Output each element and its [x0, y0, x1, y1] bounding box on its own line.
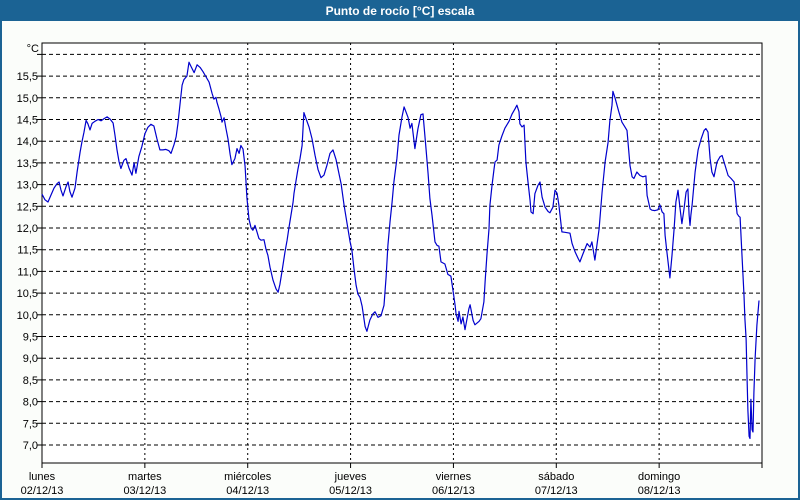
x-day-name-label: martes: [128, 471, 162, 483]
window-title: Punto de rocío [°C] escala: [325, 4, 475, 18]
y-tick-label: 12,0: [17, 223, 38, 235]
y-tick-label: 10,0: [17, 310, 38, 322]
window-title-bar: Punto de rocío [°C] escala: [2, 2, 798, 21]
y-tick-label: 8,5: [23, 375, 38, 387]
y-tick-label: 10,5: [17, 288, 38, 300]
y-tick-label: 14,5: [17, 115, 38, 127]
y-tick-label: 11,0: [17, 266, 38, 278]
x-day-name-label: miércoles: [224, 471, 272, 483]
x-day-date-label: 04/12/13: [226, 485, 269, 497]
x-day-name-label: lunes: [29, 471, 56, 483]
y-tick-label: 14,0: [17, 136, 38, 148]
y-tick-label: 13,0: [17, 180, 38, 192]
y-tick-label: 12,5: [17, 201, 38, 213]
x-day-date-label: 03/12/13: [123, 485, 166, 497]
y-tick-label: 9,0: [23, 353, 38, 365]
x-day-name-label: viernes: [436, 471, 472, 483]
y-axis-unit-label: °C: [27, 43, 39, 55]
x-day-name-label: domingo: [638, 471, 680, 483]
x-day-date-label: 07/12/13: [535, 485, 578, 497]
y-tick-label: 13,5: [17, 158, 38, 170]
x-day-date-label: 05/12/13: [329, 485, 372, 497]
x-day-date-label: 08/12/13: [638, 485, 681, 497]
y-tick-label: 15,5: [17, 71, 38, 83]
x-day-name-label: sábado: [538, 471, 574, 483]
y-tick-label: 7,5: [23, 418, 38, 430]
x-day-date-label: 02/12/13: [21, 485, 64, 497]
y-tick-label: 9,5: [23, 332, 38, 344]
y-tick-label: 8,0: [23, 397, 38, 409]
dewpoint-series-line: [41, 61, 760, 440]
y-tick-label: 7,0: [23, 440, 38, 452]
plot-area: [41, 42, 763, 464]
x-day-name-label: jueves: [334, 471, 367, 483]
y-tick-label: 15,0: [17, 93, 38, 105]
y-tick-label: 11,5: [17, 245, 38, 257]
x-day-date-label: 06/12/13: [432, 485, 475, 497]
